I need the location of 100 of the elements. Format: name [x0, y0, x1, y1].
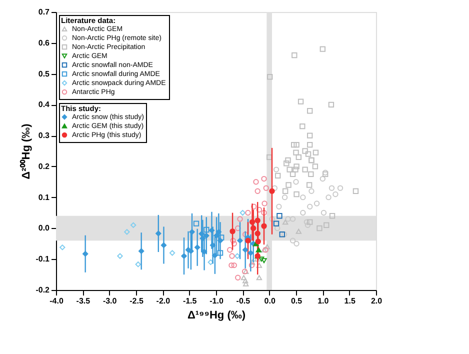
point	[261, 210, 267, 216]
point	[253, 179, 259, 185]
point	[324, 222, 330, 228]
point	[293, 150, 299, 156]
point	[249, 219, 256, 225]
point	[243, 281, 249, 286]
point	[332, 191, 338, 198]
point	[216, 229, 222, 235]
point	[235, 274, 241, 280]
point	[201, 248, 208, 255]
point	[276, 204, 282, 210]
point	[291, 142, 297, 148]
point	[254, 230, 260, 236]
y-axis-title: Δ²⁰⁰Hg (‰)	[20, 123, 33, 180]
point	[245, 210, 251, 216]
point	[256, 247, 262, 252]
point	[306, 182, 312, 188]
point	[193, 220, 200, 226]
point	[276, 213, 282, 219]
point	[307, 204, 313, 210]
point	[269, 216, 275, 222]
point	[275, 172, 281, 179]
point	[320, 46, 326, 52]
point	[290, 171, 296, 178]
point	[256, 275, 262, 280]
point	[255, 238, 261, 244]
point	[285, 216, 291, 222]
y-tick-label: -0.2	[36, 286, 50, 294]
point	[248, 262, 255, 268]
point	[250, 225, 256, 232]
point	[286, 166, 292, 172]
point	[212, 252, 218, 258]
point	[237, 216, 243, 222]
point	[300, 123, 306, 130]
x-axis-title: Δ¹⁹⁹Hg (‰)	[187, 310, 246, 322]
point	[328, 102, 334, 108]
point	[292, 52, 298, 58]
point	[298, 98, 304, 104]
point	[256, 206, 262, 213]
point	[304, 219, 310, 225]
x-tick-label: -4.0	[50, 296, 64, 306]
point	[282, 194, 288, 200]
point	[117, 253, 123, 259]
point	[256, 262, 262, 268]
point	[307, 132, 313, 138]
point	[292, 166, 298, 172]
x-tick-label: -2.5	[130, 296, 144, 306]
point	[249, 260, 256, 265]
point	[194, 244, 200, 250]
point	[204, 232, 210, 238]
x-tick-label: -3.0	[102, 296, 118, 306]
point	[312, 150, 319, 156]
point	[314, 200, 320, 206]
point	[245, 238, 251, 244]
point	[208, 259, 214, 266]
y-tick-label: 0.4	[38, 100, 50, 110]
point	[300, 194, 306, 200]
point	[130, 222, 136, 228]
point	[328, 185, 335, 191]
point	[217, 250, 224, 256]
point	[296, 228, 302, 234]
point	[269, 188, 275, 194]
y-tick-label: 0.3	[38, 131, 50, 140]
point	[230, 238, 236, 244]
y-tick-label: 0.5	[38, 69, 50, 78]
y-tick-label: 0.2	[38, 162, 50, 171]
point	[320, 210, 327, 216]
point	[273, 220, 280, 226]
point	[273, 166, 280, 172]
point	[138, 248, 144, 254]
point	[308, 188, 314, 194]
point	[210, 242, 216, 248]
point	[293, 179, 299, 185]
point	[286, 182, 292, 188]
point	[320, 176, 326, 182]
point	[240, 275, 247, 280]
point	[229, 253, 235, 259]
point	[284, 160, 290, 166]
point	[228, 262, 234, 268]
point	[279, 232, 285, 238]
x-tick-label: -2.0	[156, 296, 171, 306]
point	[230, 228, 236, 234]
point	[82, 251, 88, 257]
point	[181, 253, 187, 259]
point	[135, 262, 141, 268]
point	[160, 242, 167, 248]
point	[267, 74, 273, 80]
point	[290, 238, 296, 244]
point	[282, 220, 288, 225]
point	[242, 278, 248, 284]
point	[294, 240, 300, 247]
point	[217, 238, 224, 244]
point	[302, 148, 308, 154]
point	[326, 194, 332, 200]
point	[294, 164, 300, 170]
point	[307, 219, 313, 225]
point	[204, 226, 210, 233]
point	[227, 247, 233, 253]
point	[251, 204, 257, 210]
y-tick-label: 0.1	[38, 192, 50, 202]
